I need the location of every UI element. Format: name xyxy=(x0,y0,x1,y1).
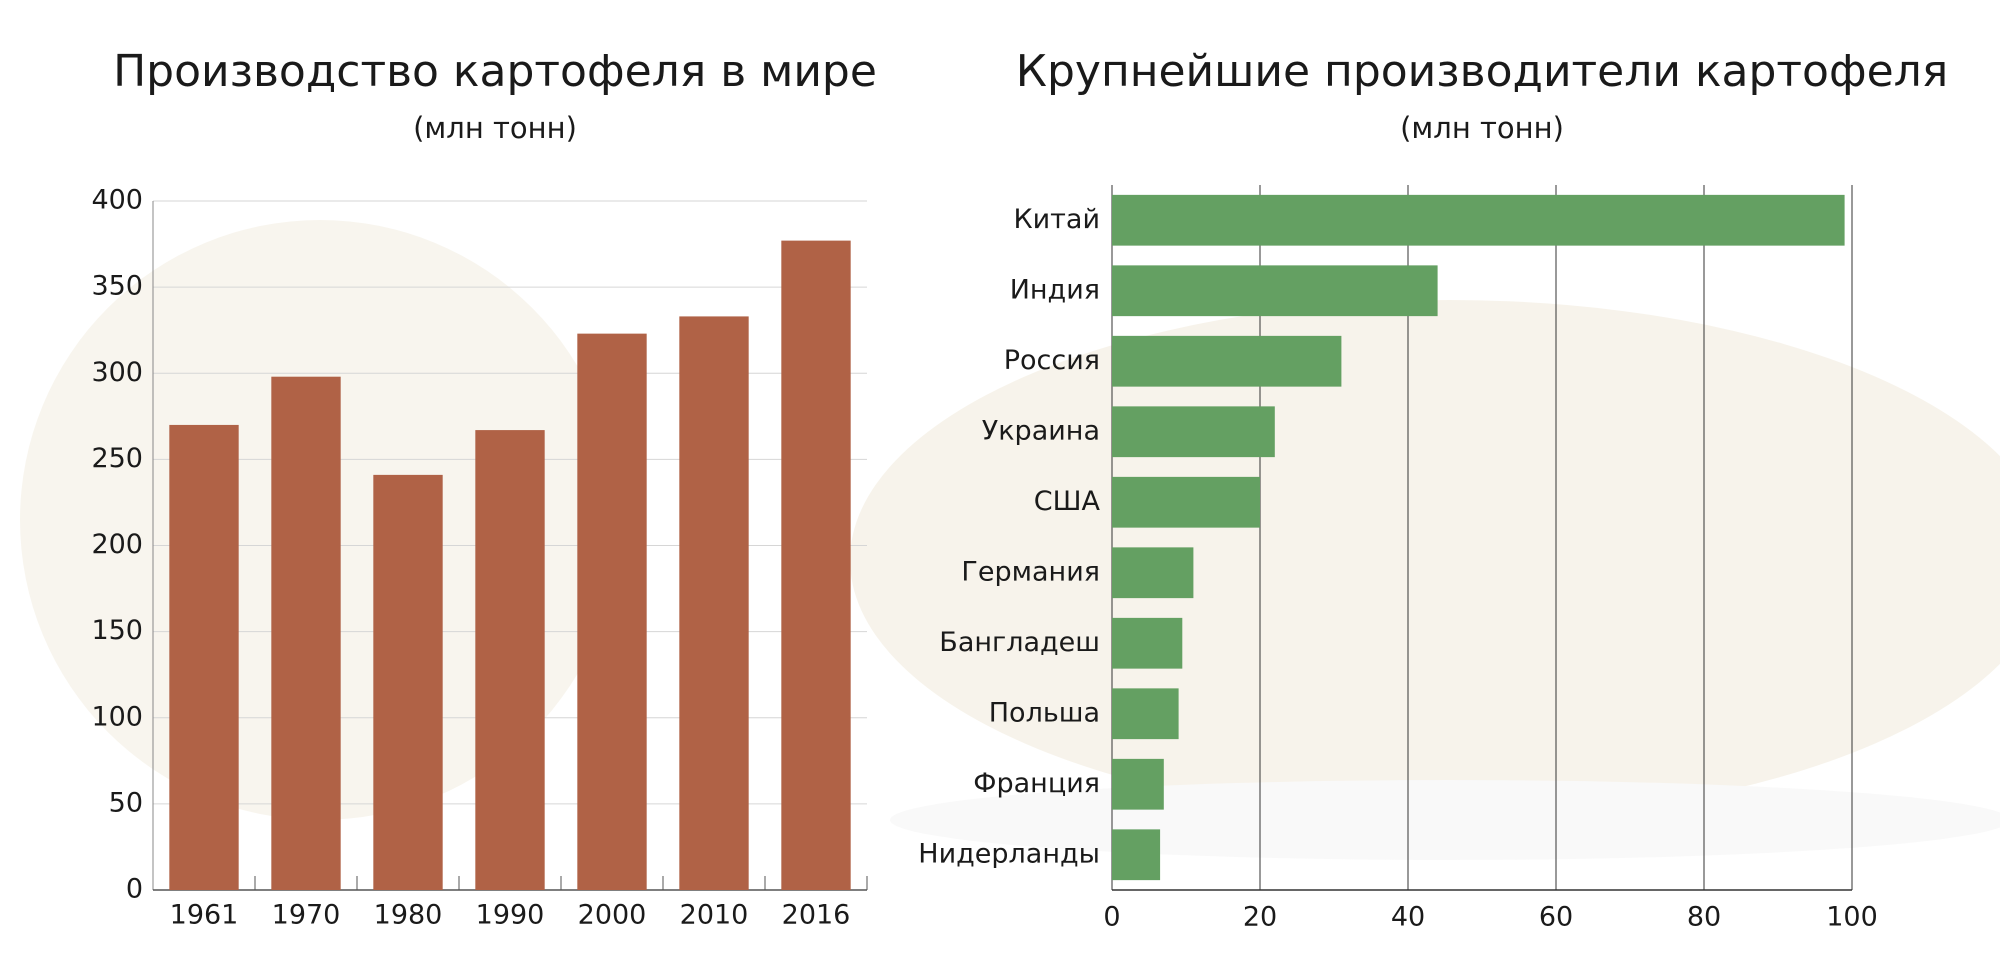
chart-title: Крупнейшие производители картофеля xyxy=(1016,46,1949,97)
x-tick-label: 2000 xyxy=(578,900,647,931)
bar xyxy=(271,376,341,890)
bar xyxy=(1112,547,1194,599)
bar xyxy=(577,333,647,890)
x-tick-label: 40 xyxy=(1391,902,1425,933)
y-tick-label: 150 xyxy=(91,615,143,646)
bar xyxy=(1112,406,1275,458)
y-tick-label: 100 xyxy=(91,701,143,732)
x-tick-label: 0 xyxy=(1103,902,1120,933)
y-tick-label: 0 xyxy=(126,874,143,905)
x-tick-label: 2016 xyxy=(782,900,851,931)
y-tick-label: Франция xyxy=(973,768,1100,799)
y-tick-label: Нидерланды xyxy=(918,838,1100,869)
y-tick-label: 200 xyxy=(91,529,143,560)
x-tick-label: 1990 xyxy=(476,900,545,931)
x-tick-label: 1970 xyxy=(272,900,341,931)
bar xyxy=(169,424,239,890)
bar xyxy=(475,430,545,890)
x-tick-label: 20 xyxy=(1243,902,1277,933)
bar xyxy=(781,240,851,890)
bar xyxy=(1112,758,1164,810)
y-tick-label: 50 xyxy=(109,787,143,818)
x-tick-label: 80 xyxy=(1687,902,1721,933)
x-tick-label: 2010 xyxy=(680,900,749,931)
bar xyxy=(1112,617,1183,669)
chart-subtitle: (млн тонн) xyxy=(413,111,577,145)
x-tick-label: 1961 xyxy=(170,900,239,931)
y-tick-label: США xyxy=(1034,486,1101,517)
x-tick-label: 60 xyxy=(1539,902,1573,933)
chart-subtitle: (млн тонн) xyxy=(1400,111,1564,145)
bar xyxy=(1112,476,1260,528)
y-tick-label: 300 xyxy=(91,357,143,388)
bar xyxy=(373,474,443,890)
y-tick-label: 400 xyxy=(91,185,143,216)
bar xyxy=(1112,688,1179,740)
x-tick-label: 100 xyxy=(1826,902,1878,933)
bar xyxy=(679,316,749,891)
bar xyxy=(1112,829,1161,881)
bar xyxy=(1112,335,1342,387)
y-tick-label: Китай xyxy=(1013,204,1100,235)
y-tick-label: Индия xyxy=(1010,274,1100,305)
y-tick-label: Украина xyxy=(982,415,1100,446)
chart-title: Производство картофеля в мире xyxy=(113,46,877,97)
x-tick-label: 1980 xyxy=(374,900,443,931)
y-tick-label: Польша xyxy=(989,697,1100,728)
y-tick-label: Бангладеш xyxy=(939,627,1100,658)
y-tick-label: Россия xyxy=(1004,345,1100,376)
y-tick-label: Германия xyxy=(961,556,1100,587)
y-tick-label: 250 xyxy=(91,443,143,474)
bar xyxy=(1112,194,1845,246)
y-tick-label: 350 xyxy=(91,271,143,302)
bar xyxy=(1112,265,1438,317)
